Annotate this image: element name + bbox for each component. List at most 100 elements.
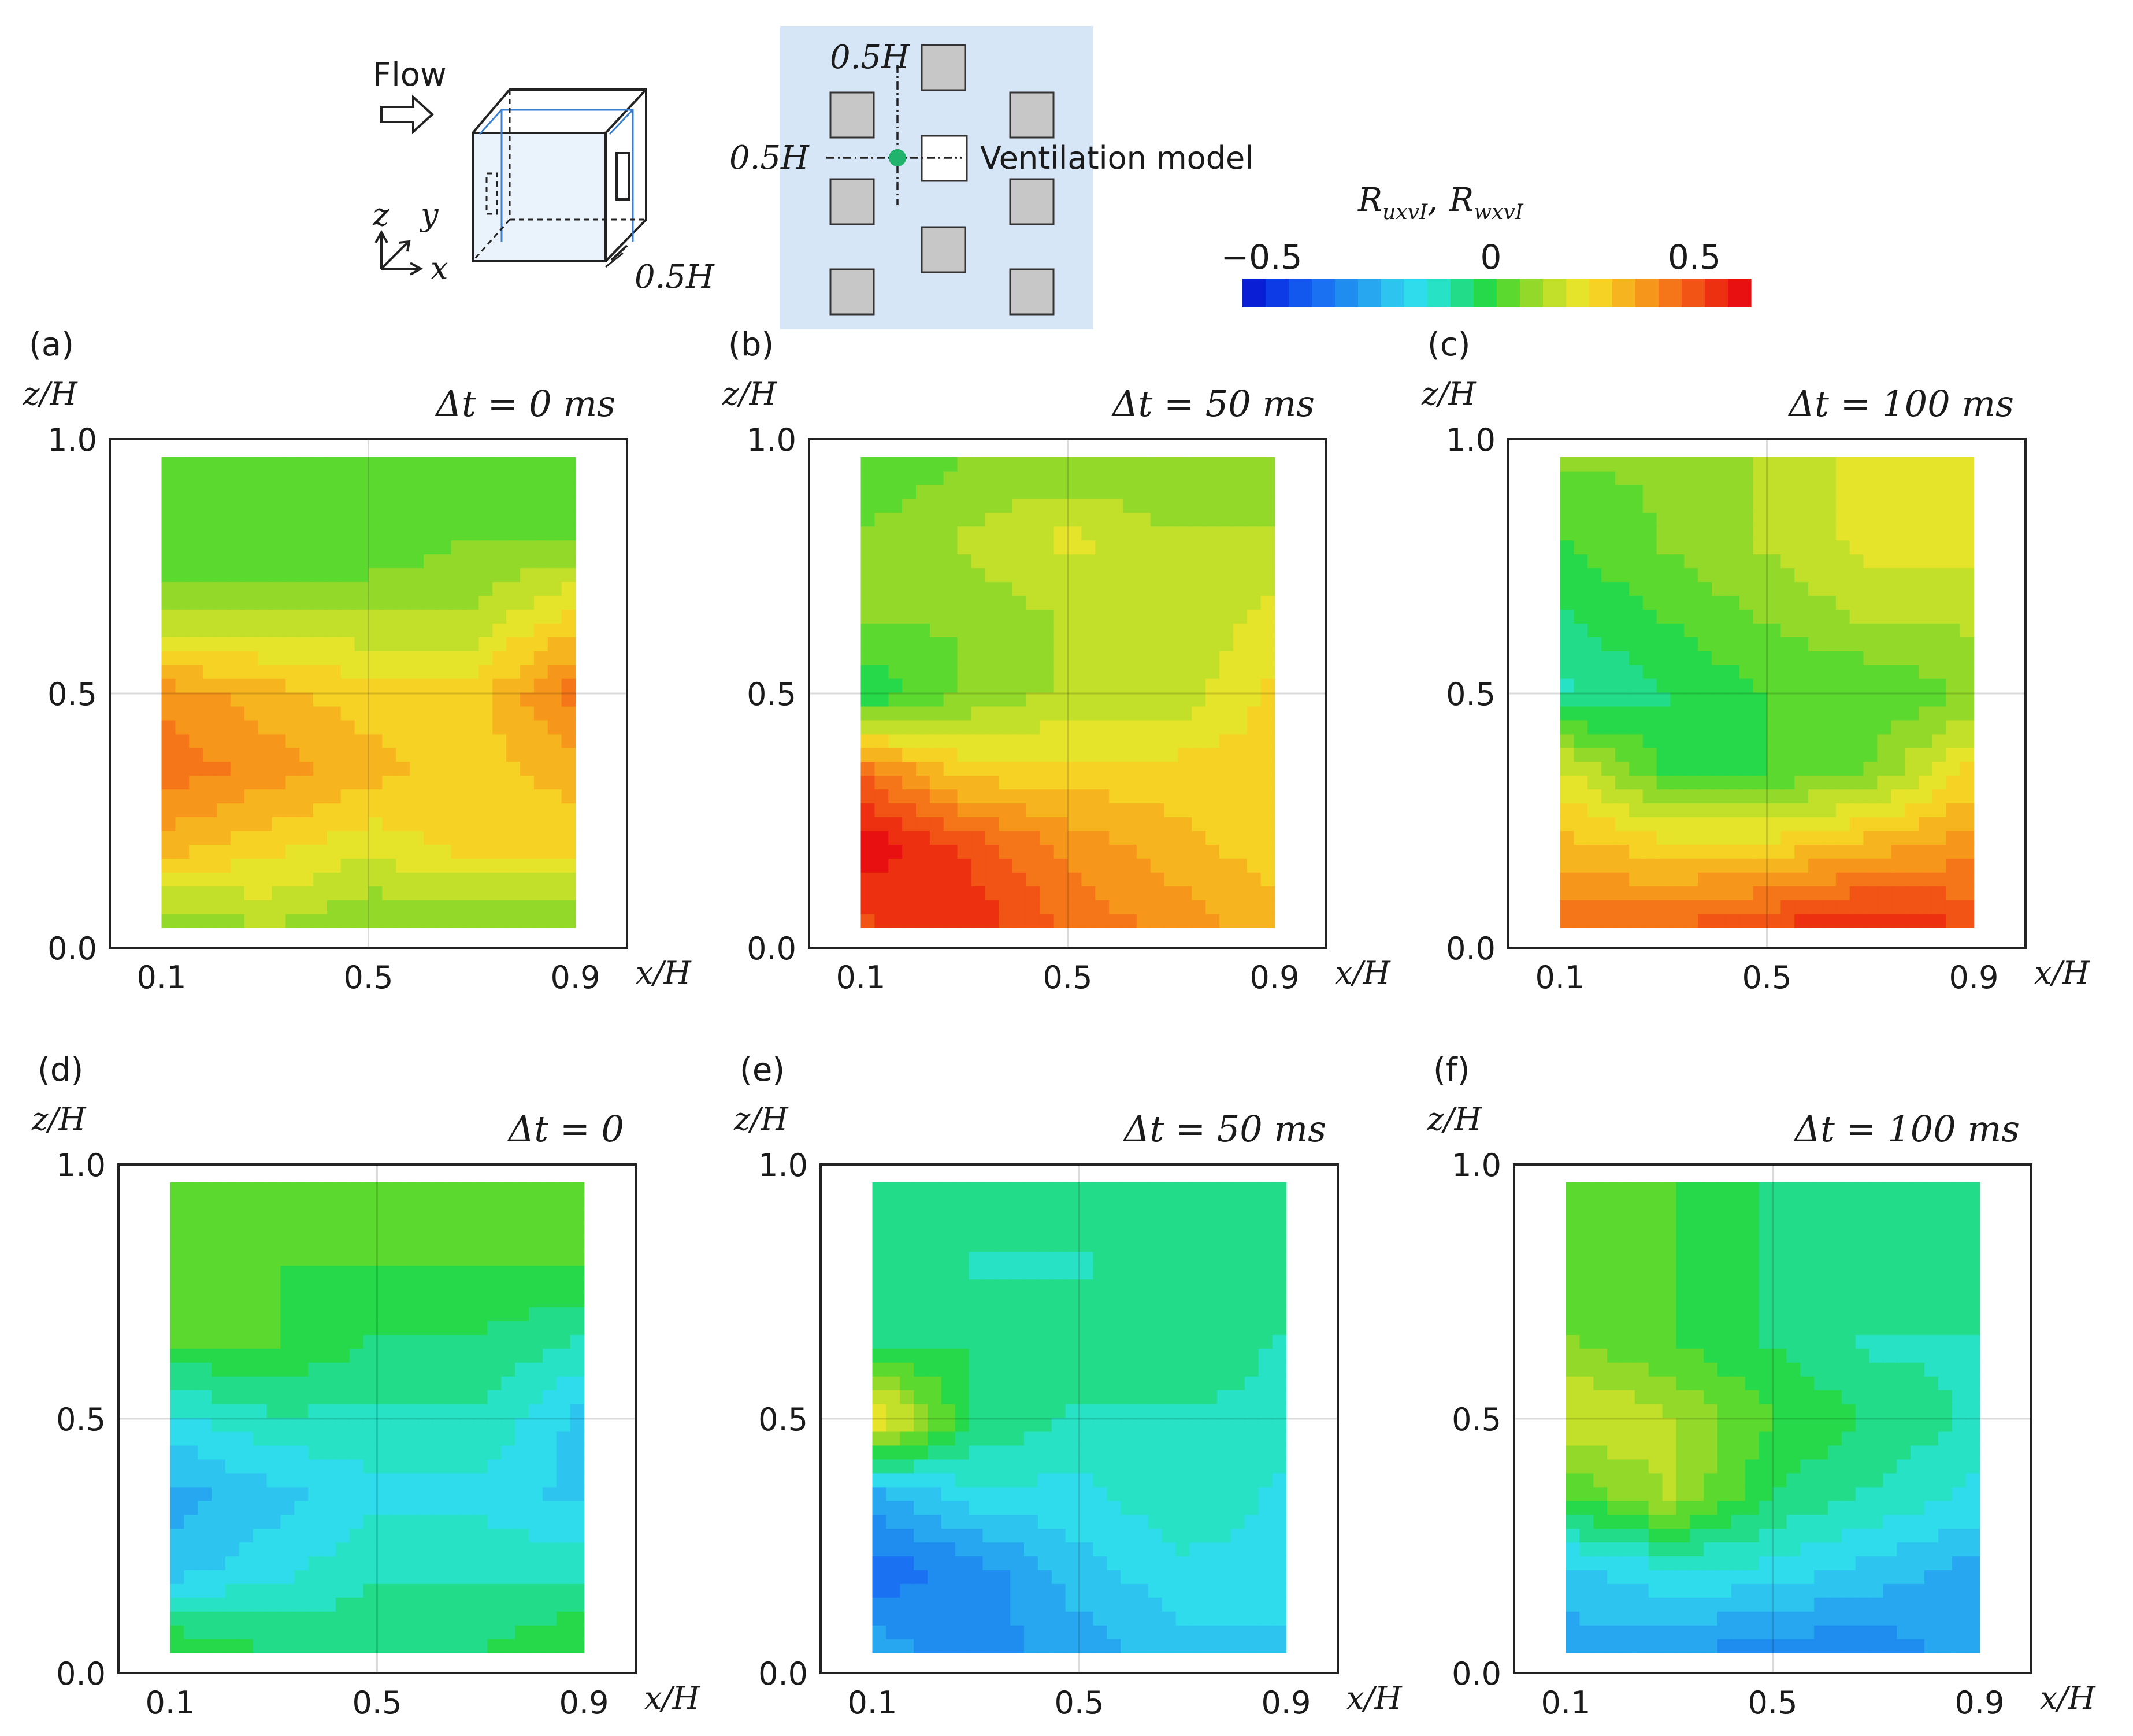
heatmap-cell xyxy=(410,457,424,472)
heatmap-cell xyxy=(1066,1625,1080,1639)
heatmap-cell xyxy=(355,554,369,568)
heatmap-cell xyxy=(1068,817,1082,831)
heatmap-cell xyxy=(308,1196,322,1211)
heatmap-cell xyxy=(520,567,535,582)
heatmap-cell xyxy=(562,830,576,845)
heatmap-cell xyxy=(1574,775,1588,789)
heatmap-cell xyxy=(985,692,999,707)
heatmap-cell xyxy=(465,734,480,748)
heatmap-cell xyxy=(272,665,286,679)
heatmap-cell xyxy=(451,609,466,624)
heatmap-cell xyxy=(350,1293,364,1307)
heatmap-cell xyxy=(391,1376,405,1390)
heatmap-cell xyxy=(465,665,480,679)
heatmap-cell xyxy=(1205,817,1220,831)
x-tick-label: 0.1 xyxy=(836,959,886,996)
heatmap-cell xyxy=(203,623,217,637)
heatmap-cell xyxy=(1960,858,1975,873)
heatmap-cell xyxy=(1010,1542,1025,1556)
heatmap-cell xyxy=(1587,567,1602,582)
heatmap-cell xyxy=(1560,554,1575,568)
heatmap-cell xyxy=(285,665,300,679)
heatmap-cell xyxy=(231,748,245,762)
heatmap-cell xyxy=(1219,540,1234,554)
heatmap-cell xyxy=(396,844,410,859)
heatmap-cell xyxy=(996,1542,1011,1556)
heatmap-cell xyxy=(1753,734,1768,748)
heatmap-cell xyxy=(874,540,889,554)
heatmap-cell xyxy=(1712,762,1726,776)
heatmap-cell xyxy=(1273,1376,1287,1390)
heatmap-cell xyxy=(506,720,521,735)
heatmap-cell xyxy=(272,830,286,845)
heatmap-cell xyxy=(1643,581,1657,596)
heatmap-cell xyxy=(1905,762,1919,776)
heatmap-cell xyxy=(520,554,535,568)
heatmap-cell xyxy=(1767,858,1782,873)
heatmap-cell xyxy=(1767,609,1782,624)
x-axis-label: x/H xyxy=(644,1680,700,1716)
heatmap-cell xyxy=(478,567,493,582)
heatmap-cell xyxy=(1121,1625,1135,1639)
heatmap-cell xyxy=(999,830,1013,845)
heatmap-cell xyxy=(1012,567,1027,582)
heatmap-cell xyxy=(900,1542,914,1556)
heatmap-cell xyxy=(162,775,176,789)
heatmap-cell xyxy=(982,1459,997,1474)
heatmap-cell xyxy=(1822,457,1837,472)
heatmap-cell xyxy=(1026,900,1041,914)
heatmap-cell xyxy=(1151,609,1165,624)
heatmap-cell xyxy=(562,637,576,651)
heatmap-cell xyxy=(888,803,903,817)
heatmap-cell xyxy=(258,803,273,817)
heatmap-cell xyxy=(570,1473,585,1488)
heatmap-cell xyxy=(391,1238,405,1252)
heatmap-cell xyxy=(1038,1362,1052,1377)
building-block xyxy=(830,269,874,314)
heatmap-cell xyxy=(350,1570,364,1584)
heatmap-cell xyxy=(562,609,576,624)
heatmap-cell xyxy=(1877,762,1891,776)
heatmap-cell xyxy=(322,1445,336,1460)
heatmap-cell xyxy=(982,1376,997,1390)
heatmap-cell xyxy=(244,637,259,651)
heatmap-cell xyxy=(1203,1307,1218,1321)
heatmap-cell xyxy=(1905,872,1919,886)
heatmap-cell xyxy=(244,900,259,914)
heatmap-cell xyxy=(355,886,369,900)
heatmap-cell xyxy=(474,1210,488,1225)
heatmap-cell xyxy=(1891,914,1905,928)
heatmap-cell xyxy=(1670,900,1685,914)
heatmap-cell xyxy=(285,457,300,472)
heatmap-cell xyxy=(1574,692,1588,707)
heatmap-cell xyxy=(1040,540,1055,554)
heatmap-cell xyxy=(1259,1293,1273,1307)
heatmap-cell xyxy=(1093,1639,1107,1653)
heatmap-cell xyxy=(506,914,521,928)
heatmap-cell xyxy=(914,1390,928,1404)
heatmap-cell xyxy=(955,1404,970,1418)
heatmap-cell xyxy=(294,1279,309,1293)
heatmap-cell xyxy=(355,858,369,873)
heatmap-cell xyxy=(492,678,507,693)
heatmap-cell xyxy=(1123,720,1137,735)
heatmap-cell xyxy=(1026,830,1041,845)
heatmap-cell xyxy=(1164,540,1179,554)
heatmap-cell xyxy=(253,1570,268,1584)
heatmap-cell xyxy=(308,1182,322,1197)
heatmap-cell xyxy=(1780,609,1795,624)
heatmap-cell xyxy=(294,1293,309,1307)
heatmap-cell xyxy=(1095,567,1110,582)
heatmap-cell xyxy=(888,485,903,499)
heatmap-cell xyxy=(1245,1528,1259,1542)
heatmap-cell xyxy=(1615,830,1630,845)
heatmap-cell xyxy=(377,1362,392,1377)
heatmap-cell xyxy=(1794,457,1809,472)
heatmap-cell xyxy=(418,1279,433,1293)
heatmap-cell xyxy=(1932,609,1947,624)
heatmap-cell xyxy=(492,858,507,873)
heatmap-cell xyxy=(350,1182,364,1197)
heatmap-cell xyxy=(299,609,314,624)
heatmap-cell xyxy=(1231,1431,1245,1446)
heatmap-cell xyxy=(1107,1625,1121,1639)
